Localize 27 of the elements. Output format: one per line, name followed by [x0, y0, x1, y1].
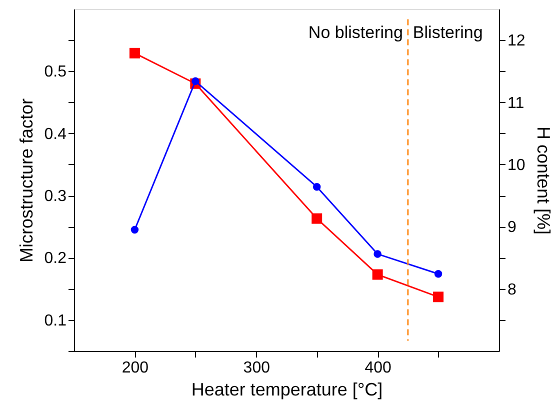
y-tick-label: 0.2: [44, 250, 67, 268]
y2-tick-label: 9: [508, 219, 516, 236]
point: [433, 292, 444, 302]
point: [434, 270, 442, 278]
y2-tick-label: 10: [508, 156, 526, 174]
x-axis-title: Heater temperature [°C]: [191, 380, 383, 400]
point: [372, 269, 383, 280]
point: [192, 77, 200, 85]
point: [312, 213, 322, 224]
y-tick-label: 0.3: [44, 188, 67, 206]
point: [312, 182, 321, 191]
y2-tick-label: 12: [508, 32, 526, 50]
y-tick-label: 0.5: [44, 64, 67, 81]
y-tick-label: 0.1: [44, 312, 67, 330]
y2-tick-label: 8: [508, 281, 516, 298]
y-tick-label: 0.4: [44, 126, 67, 143]
annotation: Blistering: [412, 22, 483, 42]
point: [129, 48, 140, 58]
x-tick-label: 300: [243, 360, 270, 376]
annotation: No blistering: [308, 22, 403, 42]
y2-tick-label: 11: [508, 94, 524, 112]
y-axis-title: Microstructure factor: [16, 98, 36, 263]
point: [374, 250, 382, 258]
x-tick-label: 200: [122, 360, 149, 376]
x-tick-label: 400: [364, 360, 392, 376]
y2-axis-title: H content [%]: [533, 126, 554, 235]
point: [130, 226, 139, 234]
